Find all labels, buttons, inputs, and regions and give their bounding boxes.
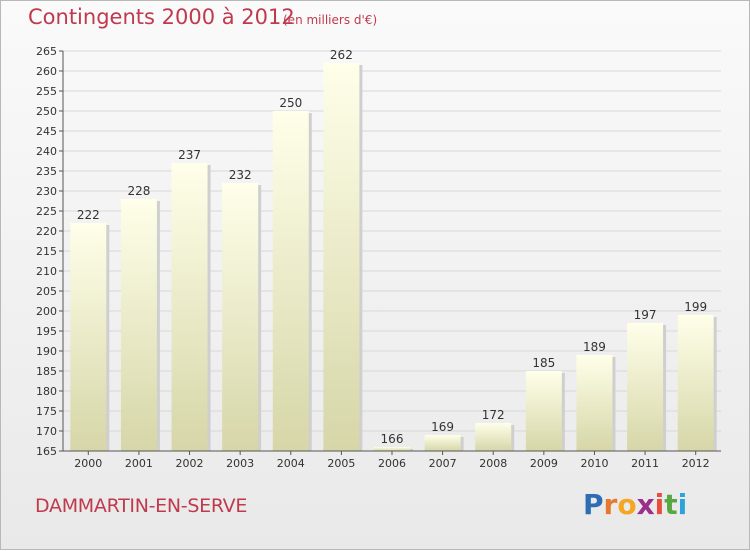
y-tick-label: 165 [36,445,57,458]
commune-name: DAMMARTIN-EN-SERVE [35,495,248,517]
value-label: 185 [532,356,555,370]
y-tick-label: 200 [36,305,57,318]
y-tick-label: 205 [36,285,57,298]
y-tick-label: 175 [36,405,57,418]
y-tick-label: 210 [36,265,57,278]
value-label: 189 [583,340,606,354]
grid-lines [63,50,721,432]
logo-letter: i [677,488,688,521]
bar-2011 [627,323,664,451]
y-tick-label: 265 [36,45,57,58]
bar-2009 [525,371,562,451]
bar-2006 [374,447,410,451]
bar-2008 [475,423,512,451]
x-tick-label: 2002 [176,457,204,470]
bar-2002 [171,163,208,451]
bar-2000 [70,223,107,451]
y-tick-label: 250 [36,105,57,118]
x-tick-label: 2012 [682,457,710,470]
y-tick-label: 195 [36,325,57,338]
bar-2005 [323,63,360,451]
x-tick-label: 2006 [378,457,406,470]
y-tick-label: 230 [36,185,57,198]
y-tick-label: 180 [36,385,57,398]
x-tick-label: 2005 [327,457,355,470]
logo-letter: o [617,488,637,521]
x-tick-label: 2000 [74,457,102,470]
value-label: 197 [634,308,657,322]
logo-letter: i [654,488,665,521]
x-tick-label: 2008 [479,457,507,470]
value-label: 222 [77,208,100,222]
y-tick-label: 185 [36,365,57,378]
logo-letter: r [603,488,618,521]
value-label: 172 [482,408,505,422]
y-tick-label: 235 [36,165,57,178]
y-tick-label: 220 [36,225,57,238]
proxiti-logo: Proxiti [583,488,687,521]
logo-letter: P [583,488,604,521]
logo-letter: x [636,488,655,521]
y-tick-label: 255 [36,85,57,98]
x-tick-label: 2001 [125,457,153,470]
bar-2012 [677,315,714,451]
x-tick-label: 2003 [226,457,254,470]
y-tick-label: 240 [36,145,57,158]
x-tick-label: 2004 [277,457,305,470]
y-tick-label: 225 [36,205,57,218]
bars [70,63,717,451]
value-label: 262 [330,48,353,62]
value-label: 250 [279,96,302,110]
y-tick-label: 170 [36,425,57,438]
value-label: 237 [178,148,201,162]
value-label: 199 [684,300,707,314]
bar-2003 [222,183,259,451]
x-tick-label: 2009 [530,457,558,470]
bar-2010 [576,355,613,451]
x-tick-label: 2010 [580,457,608,470]
bar-2001 [120,199,157,451]
y-tick-label: 190 [36,345,57,358]
bar-2004 [272,111,309,451]
chart-title: Contingents 2000 à 2012 [28,5,295,29]
y-tick-label: 215 [36,245,57,258]
bar-2007 [424,435,461,451]
value-labels: 222 228 237 232 250 262 166 169 172 185 189 197 199 [77,48,707,446]
value-label: 166 [381,432,404,446]
y-tick-label: 245 [36,125,57,138]
logo-letter: t [664,488,678,521]
value-label: 232 [229,168,252,182]
value-label: 169 [431,420,454,434]
x-tick-label: 2011 [631,457,659,470]
x-tick-label: 2007 [429,457,457,470]
chart-subtitle: (en milliers d'€) [283,13,378,27]
axes: 165 170 175 180 185 190 195 200 205 210 215 220 225 2… [36,45,721,470]
y-tick-label: 260 [36,65,57,78]
value-label: 228 [127,184,150,198]
